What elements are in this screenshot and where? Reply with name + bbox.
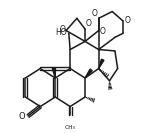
Text: O: O (18, 112, 25, 121)
Text: O: O (59, 25, 65, 34)
Text: CH₃: CH₃ (65, 125, 76, 130)
Polygon shape (85, 69, 92, 78)
Text: HO: HO (56, 28, 67, 37)
Text: O: O (124, 16, 130, 25)
Text: O: O (100, 27, 106, 36)
Polygon shape (52, 68, 55, 78)
Text: O: O (86, 19, 92, 28)
Polygon shape (99, 59, 104, 68)
Text: O: O (92, 9, 98, 18)
